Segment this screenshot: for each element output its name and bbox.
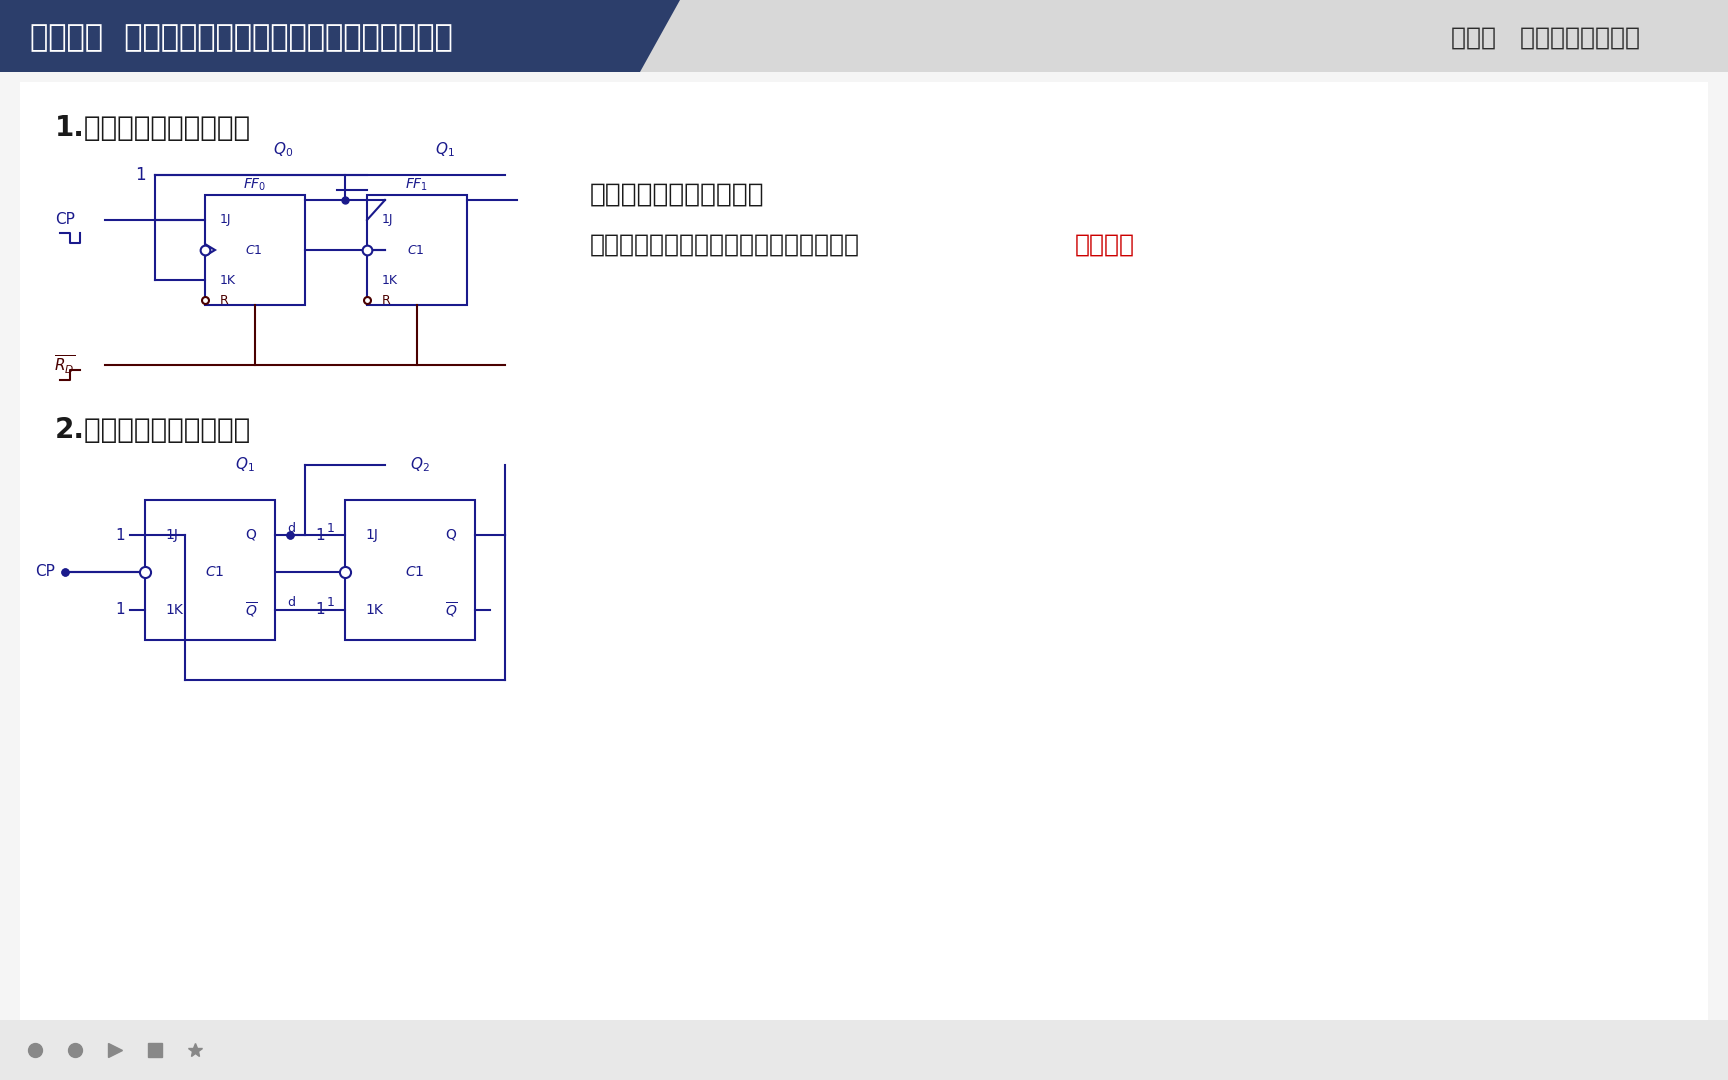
Text: 1: 1 [116, 603, 124, 618]
Text: $Q_1$: $Q_1$ [435, 140, 454, 160]
Text: R: R [219, 294, 228, 307]
Text: 1: 1 [314, 603, 325, 618]
Text: 1K: 1K [219, 273, 237, 286]
Text: 1: 1 [314, 527, 325, 542]
Text: 1K: 1K [382, 273, 397, 286]
Text: $Q_0$: $Q_0$ [273, 140, 294, 160]
Text: $\overline{Q}$: $\overline{Q}$ [245, 600, 257, 620]
Text: $Q_2$: $Q_2$ [410, 456, 430, 474]
Text: $C1$: $C1$ [408, 243, 425, 256]
Text: Q: Q [245, 528, 256, 542]
Polygon shape [206, 244, 214, 256]
Text: d: d [287, 596, 295, 609]
Text: 1K: 1K [164, 603, 183, 617]
Text: $\overline{Q}$: $\overline{Q}$ [446, 600, 458, 620]
Text: 2.三进制同步加法计数器: 2.三进制同步加法计数器 [55, 416, 251, 444]
Text: 1K: 1K [365, 603, 384, 617]
Text: 1J: 1J [365, 528, 378, 542]
Text: $FF_0$: $FF_0$ [244, 177, 266, 193]
Text: CP: CP [55, 213, 74, 228]
Text: $C1$: $C1$ [206, 565, 225, 579]
Text: 1J: 1J [382, 214, 394, 227]
Text: 1: 1 [135, 166, 145, 184]
Bar [0, 1020, 1728, 1080]
Polygon shape [0, 0, 681, 72]
Text: 项目三   简单时序逻辑电路: 项目三 简单时序逻辑电路 [1452, 26, 1640, 50]
Text: 1: 1 [327, 596, 335, 609]
Text: R: R [382, 294, 391, 307]
Text: 习任务九  触发器应用二（简易同步异步加法电路）: 习任务九 触发器应用二（简易同步异步加法电路） [29, 24, 453, 53]
Text: 1J: 1J [219, 214, 232, 227]
Text: $C1$: $C1$ [245, 243, 263, 256]
Text: $C1$: $C1$ [404, 565, 425, 579]
Bar [366, 195, 467, 305]
Text: 波形图。: 波形图。 [1075, 233, 1135, 257]
Text: $Q_1$: $Q_1$ [235, 456, 254, 474]
Bar [206, 195, 306, 305]
Bar [346, 500, 475, 640]
Text: 1: 1 [116, 527, 124, 542]
Text: CP: CP [35, 565, 55, 580]
Text: 特征表（功能表）、特征方程、状态图、: 特征表（功能表）、特征方程、状态图、 [589, 233, 861, 257]
Text: d: d [287, 522, 295, 535]
Text: $\overline{R_D}$: $\overline{R_D}$ [54, 353, 74, 377]
Text: Q: Q [446, 528, 456, 542]
Text: 1J: 1J [164, 528, 178, 542]
Bar [631, 0, 1728, 72]
Text: 分析逻辑电路功能方法：: 分析逻辑电路功能方法： [589, 183, 764, 208]
Bar [145, 500, 275, 640]
Text: 1.四进制异步加法计数器: 1.四进制异步加法计数器 [55, 114, 251, 141]
Text: $FF_1$: $FF_1$ [406, 177, 429, 193]
Text: 1: 1 [327, 522, 335, 535]
